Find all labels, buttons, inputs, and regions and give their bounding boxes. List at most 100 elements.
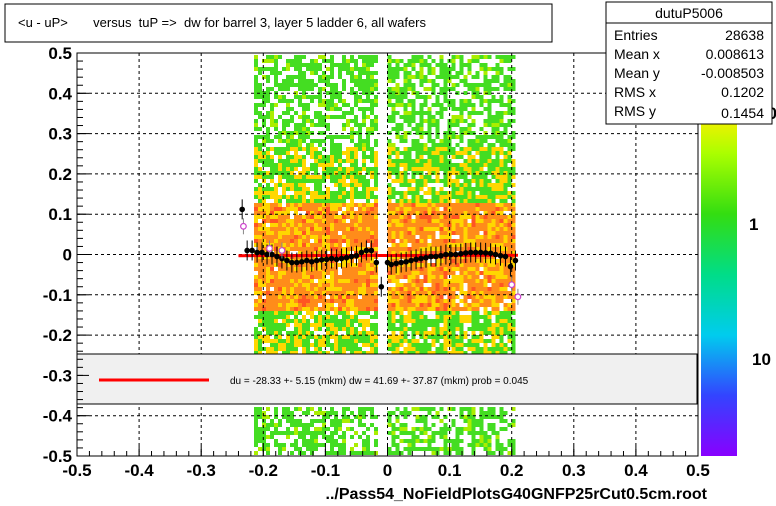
stats-label: Mean y [614,65,660,81]
grid-lines [77,53,698,456]
profile-point [279,255,285,262]
profile-point [259,249,265,256]
profile-point [269,251,275,258]
profile-points [239,199,522,305]
profile-point [502,253,509,260]
y-tick-label: 0.1 [48,205,72,224]
open-point [278,247,286,254]
profile-point [398,259,404,266]
profile-point [249,247,255,254]
x-tick-label: -0.2 [249,461,278,480]
y-tick-label: -0.4 [43,407,73,426]
profile-point [457,250,464,257]
profile-point [428,253,434,260]
profile-point [284,257,290,264]
profile-point [487,250,494,257]
x-axis-label: ../Pass54_NoFieldPlotsG40GNFP25rCut0.5cm… [326,486,708,503]
profile-point [482,250,489,256]
stats-label: Entries [614,27,658,43]
y-tick-label: -0.3 [43,366,72,385]
profile-point [388,261,395,268]
open-point [514,293,522,301]
profile-point [363,247,370,254]
title-box [4,3,553,43]
profile-point [254,249,260,256]
profile-point [477,249,484,256]
profile-point [368,247,375,254]
x-tick-label: 0.3 [562,461,586,480]
y-tick-label: -0.1 [43,286,72,305]
color-scale-label-bottom: 10 [752,350,771,369]
y-tick-label: 0.4 [48,84,72,103]
profile-point [453,251,459,258]
profile-point [393,260,399,267]
profile-point [308,258,315,265]
profile-point [462,250,469,256]
stats-box: dutuP5006 Entries 28638 Mean x 0.008613 Mean… [605,1,773,125]
stats-value: -0.008503 [701,65,764,81]
profile-point [433,253,439,260]
chart-title: <u - uP> versus tuP => dw for barrel 3, … [18,15,427,30]
profile-point [403,258,409,265]
fit-legend-text: du = -28.33 +- 5.15 (mkm) dw = 41.69 +- … [230,376,529,387]
x-tick-label: -0.3 [187,461,216,480]
profile-point [378,283,385,290]
profile-point [264,251,270,258]
x-tick-label: -0.5 [62,461,91,480]
profile-point [313,257,320,264]
profile-point [467,249,474,256]
profile-point [408,257,414,264]
profile-point [244,247,250,254]
profile-point [323,256,330,263]
x-tick-label: 0.1 [438,461,462,480]
profile-point [353,252,360,259]
profile-point [507,263,514,270]
x-tick-label: -0.4 [124,461,154,480]
stats-rows: Entries 28638 Mean x 0.008613 Mean y -0.00850… [614,27,764,121]
profile-point [492,251,499,258]
color-scale-label-mid: 1 [749,215,758,234]
x-tick-label: 0.5 [686,461,710,480]
stats-value: 0.008613 [706,46,765,62]
profile-point [423,254,429,261]
profile-point [303,257,310,264]
x-tick-label: 0 [383,461,392,480]
open-point [266,245,273,252]
open-point [240,222,247,230]
profile-point [274,253,280,260]
profile-point [438,252,444,259]
y-tick-label: 0.2 [48,165,72,184]
profile-point [343,254,350,261]
y-tick-label: 0.3 [48,125,72,144]
profile-point [289,259,295,266]
profile-point [373,259,380,266]
heatmap-cells [254,55,516,455]
stats-label: Mean x [614,46,660,62]
profile-point [472,249,479,256]
open-point [508,281,516,289]
profile-point [448,251,454,258]
profile-point [294,259,300,266]
x-tick-label: 0.2 [500,461,524,480]
profile-point [443,251,449,258]
profile-point [338,255,345,262]
axis-ticks: -0.5 -0.4 -0.3 -0.2 -0.1 0 0.1 0.2 0.3 0.4 0.5 0.5 0… [43,44,710,480]
stats-label: RMS x [614,84,656,100]
x-tick-label: -0.1 [311,461,340,480]
profile-point [497,252,504,259]
profile-point [328,255,335,262]
stats-value: 28638 [725,27,764,43]
profile-point [318,256,325,263]
profile-point [512,257,519,264]
stats-value: 0.1454 [721,105,764,121]
stats-label: RMS y [614,103,656,119]
profile-point [299,258,305,265]
stats-title: dutuP5006 [655,5,723,21]
profile-point [418,255,424,262]
y-tick-label: -0.5 [43,447,72,466]
stats-value: 0.1202 [721,84,764,100]
y-tick-label: -0.2 [43,326,72,345]
profile-point [239,206,245,213]
y-tick-label: 0 [63,246,72,265]
